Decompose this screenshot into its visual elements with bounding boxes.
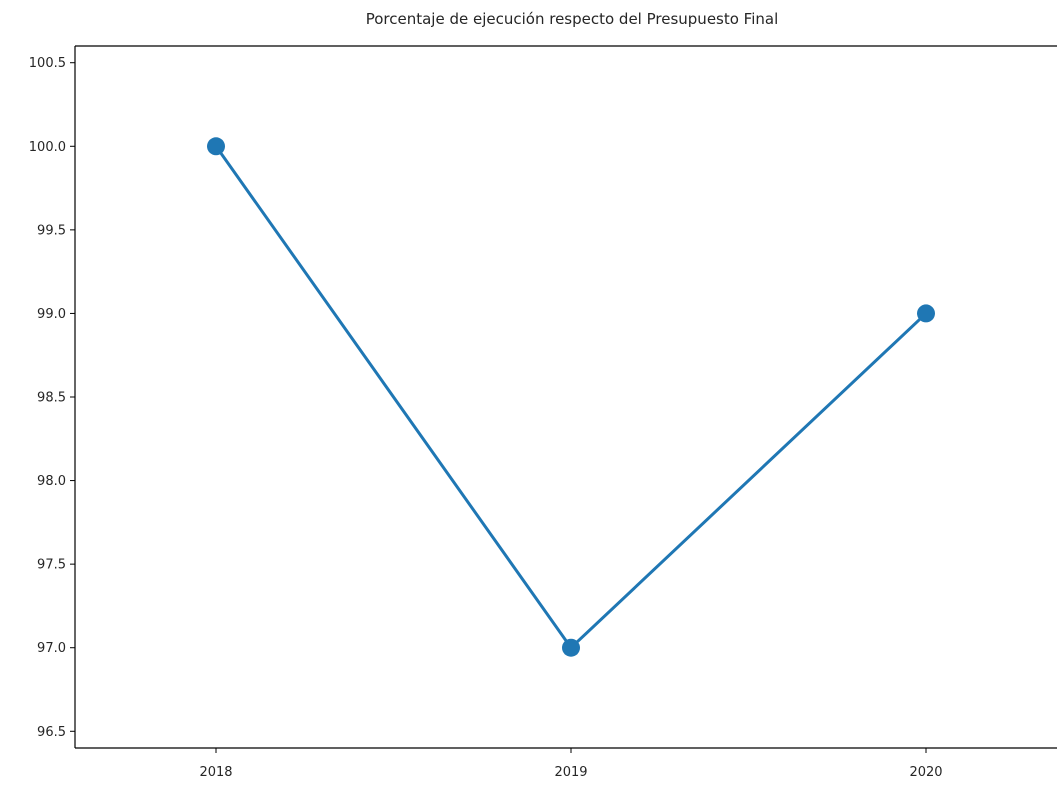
x-tick-label: 2018 <box>199 765 232 780</box>
series-line <box>214 145 928 650</box>
data-point <box>562 638 580 657</box>
y-tick-label: 97.0 <box>37 641 66 656</box>
y-tick-label: 99.5 <box>37 223 66 238</box>
y-tick-label: 99.0 <box>37 307 66 322</box>
y-tick-label: 100.0 <box>29 140 66 155</box>
y-tick-label: 100.5 <box>29 56 66 71</box>
y-tick-label: 98.5 <box>37 391 66 406</box>
x-tick-label: 2019 <box>554 765 587 780</box>
data-point <box>917 304 935 323</box>
x-tick-label: 2020 <box>909 765 942 780</box>
y-tick-label: 98.0 <box>37 474 66 489</box>
y-tick-label: 96.5 <box>37 725 66 740</box>
data-point <box>207 137 225 156</box>
y-tick-label: 97.5 <box>37 558 66 573</box>
plot-area: 96.5 97.0 97.5 98.0 98.5 99.0 99.5 100.0 100.5 20… <box>29 45 1057 780</box>
chart-title: Porcentaje de ejecución respecto del Pre… <box>366 10 779 28</box>
